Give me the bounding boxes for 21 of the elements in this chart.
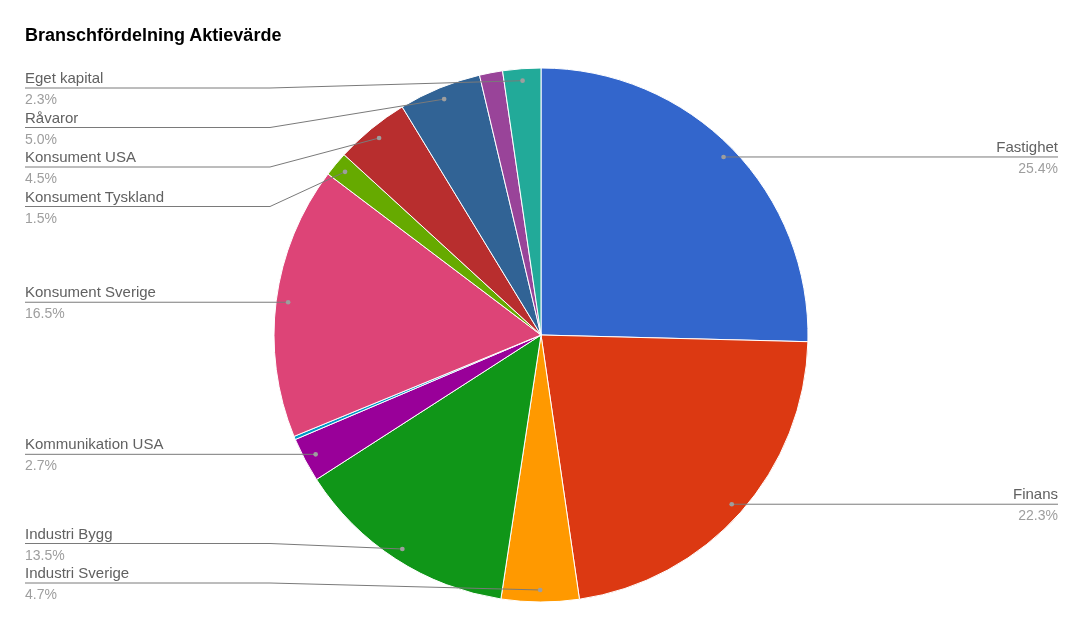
data-label: 2.3% [25, 91, 57, 107]
slice-label: Finans [1012, 485, 1058, 503]
slice-label: Eget kapital [25, 69, 104, 86]
slice-label: Konsument Tyskland [25, 187, 164, 205]
slice-label: Kommunikation USA [25, 435, 164, 453]
slice-label: Industri Sverige [25, 564, 130, 581]
slice-label: Konsument Sverige [25, 283, 156, 301]
data-label: 4.5% [25, 170, 57, 186]
slice-label: Fastighet [996, 137, 1059, 155]
data-label: 25.4% [1018, 159, 1058, 176]
slice-label: Industri Bygg [25, 524, 113, 542]
chart-title: Branschfördelning Aktievärde [25, 25, 282, 45]
data-label: 2.7% [25, 457, 57, 474]
data-label: 1.5% [25, 209, 57, 226]
data-label: 16.5% [25, 305, 65, 322]
data-label: 13.5% [25, 546, 65, 563]
slice-label: Konsument USA [25, 148, 136, 165]
data-label: 22.3% [1018, 507, 1058, 524]
slice-label: Råvaror [25, 108, 79, 126]
data-label: 4.7% [25, 586, 57, 602]
data-label: 5.0% [25, 130, 57, 147]
